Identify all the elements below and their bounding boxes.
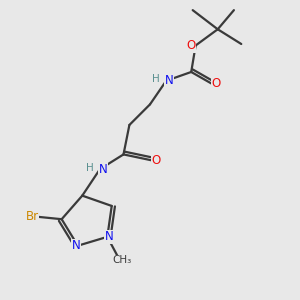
Text: Br: Br	[26, 210, 39, 223]
Text: N: N	[98, 163, 107, 176]
Text: N: N	[165, 74, 173, 87]
Text: H: H	[86, 163, 94, 173]
Text: O: O	[151, 154, 160, 167]
Text: O: O	[187, 39, 196, 52]
Text: H: H	[152, 74, 160, 84]
Text: O: O	[212, 77, 221, 90]
Text: CH₃: CH₃	[112, 255, 132, 266]
Text: N: N	[104, 230, 113, 243]
Text: N: N	[72, 239, 81, 252]
